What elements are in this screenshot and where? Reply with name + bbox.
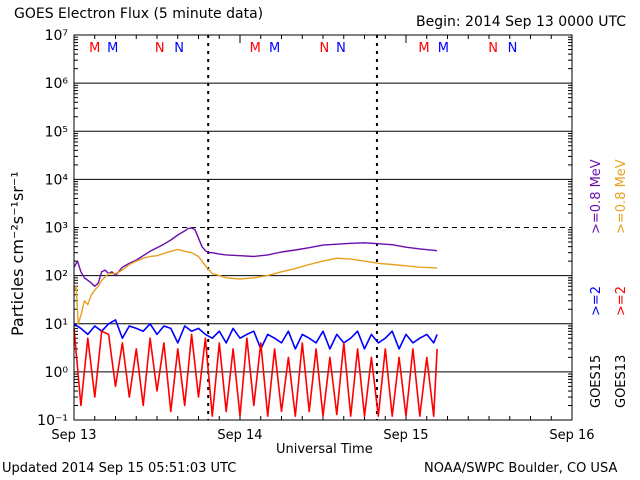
chart-title: GOES Electron Flux (5 minute data) [14,6,264,22]
location-marker: N [336,41,346,56]
location-marker: M [438,41,449,56]
y-tick-label: 10⁴ [45,172,69,188]
location-marker: N [508,41,518,56]
series-line [73,227,438,287]
y-tick-label: 10¹ [45,317,68,333]
credit-text: NOAA/SWPC Boulder, CO USA [424,461,618,476]
y-tick-label: 10⁻¹ [37,413,68,429]
x-tick-label: Sep 16 [549,428,594,443]
y-tick-label: 10⁰ [45,365,69,381]
updated-timestamp: Updated 2014 Sep 15 05:51:03 UTC [2,461,237,476]
y-tick-label: 10⁶ [45,76,69,92]
legend-goes15-08mev: >=0.8 MeV [589,159,604,234]
legend-goes13-08mev: >=0.8 MeV [614,159,629,234]
y-tick-label: 10² [45,269,68,285]
legend-goes13: GOES13 [614,354,629,408]
plot-frame [73,34,573,421]
location-marker: M [250,41,261,56]
x-axis-label: Universal Time [276,442,373,457]
y-tick-label: 10⁵ [45,124,68,140]
y-tick-label: 10⁷ [45,28,68,44]
begin-time: Begin: 2014 Sep 13 0000 UTC [416,14,627,30]
location-marker: N [320,41,330,56]
series-line [73,319,438,350]
y-tick-label: 10³ [45,221,68,237]
location-marker: M [89,41,100,56]
legend-goes15: GOES15 [589,354,604,408]
x-tick-label: Sep 14 [217,428,262,443]
location-marker: N [488,41,498,56]
location-marker: M [269,41,280,56]
x-tick-label: Sep 13 [51,428,96,443]
y-axis-label: Particles cm⁻²s⁻¹sr⁻¹ [8,171,27,336]
series-line [73,248,438,325]
legend-goes13-2mev: >=2 [614,285,629,316]
location-marker: N [155,41,165,56]
location-marker: M [418,41,429,56]
location-marker: M [107,41,118,56]
legend-goes15-2mev: >=2 [589,285,604,316]
series-line [73,328,438,418]
x-tick-label: Sep 15 [383,428,428,443]
location-marker: N [174,41,184,56]
